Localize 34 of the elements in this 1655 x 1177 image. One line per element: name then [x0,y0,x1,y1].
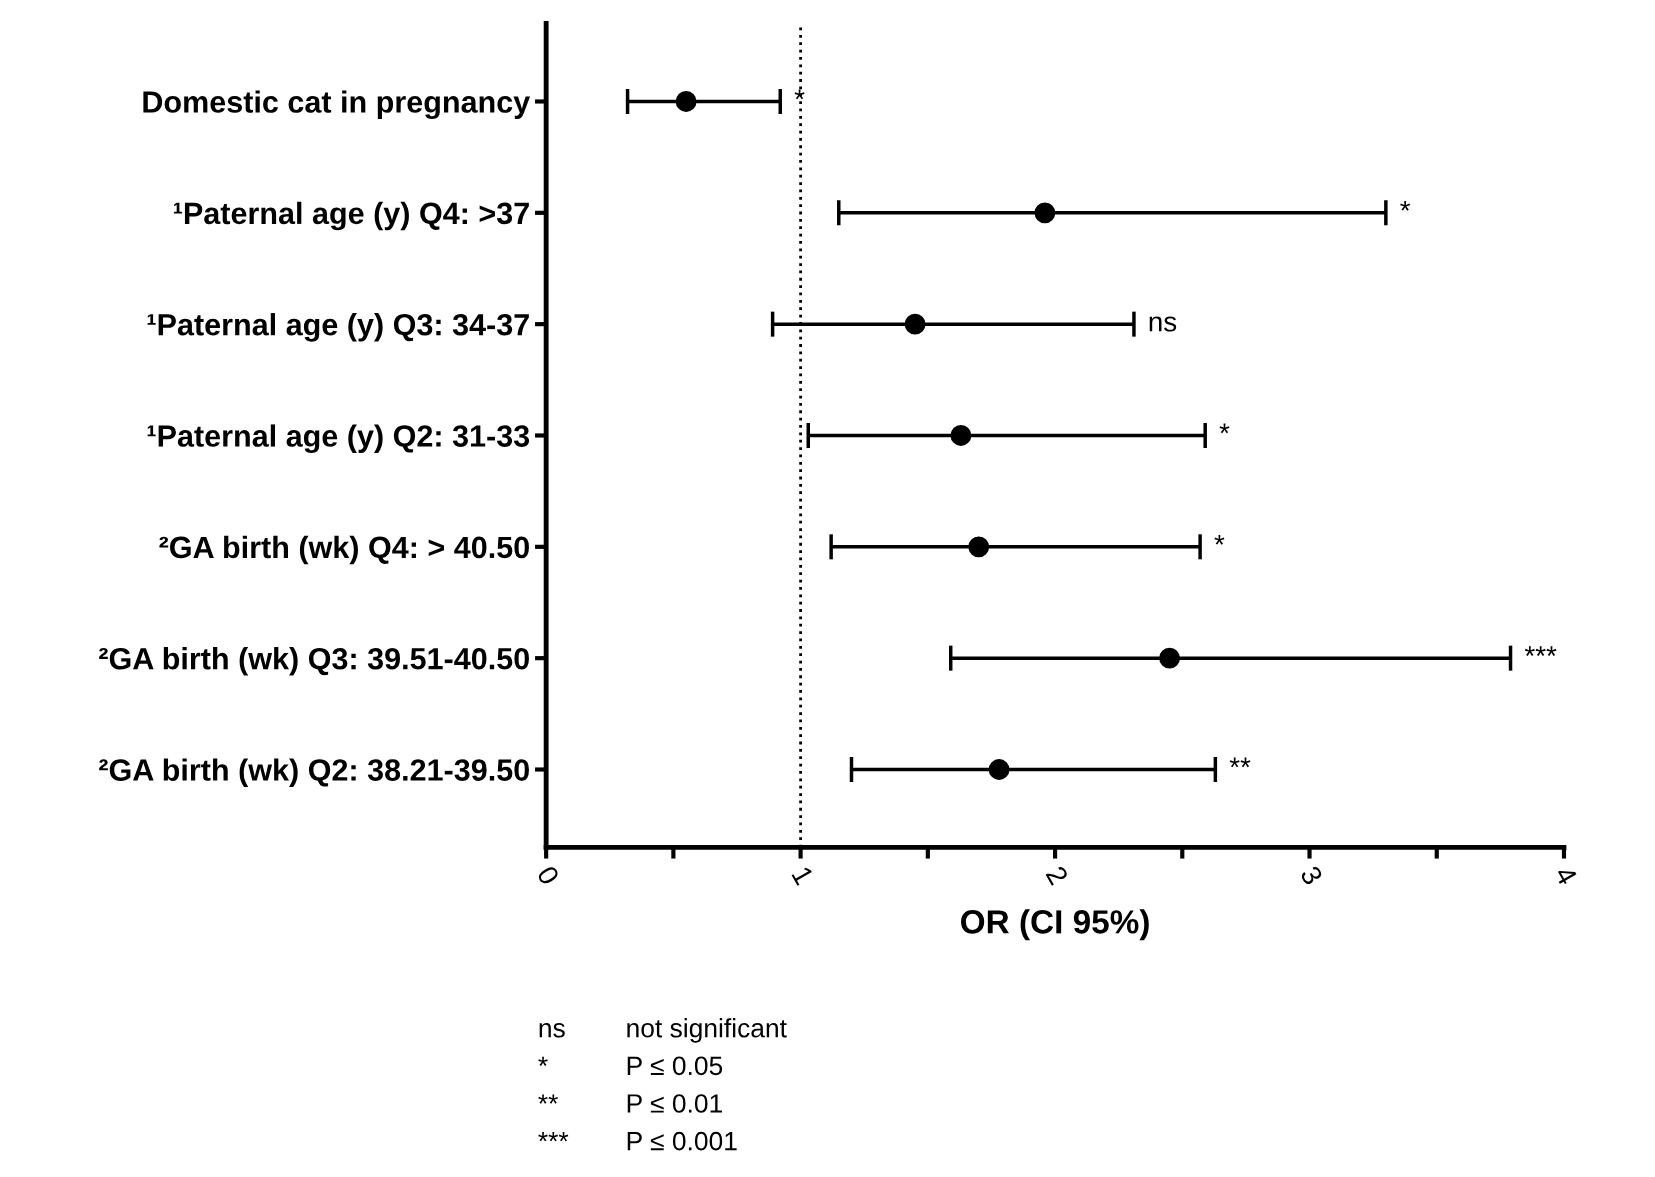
y-tick-label: Domestic cat in pregnancy [143,90,531,120]
annotation: * [1219,423,1230,434]
annotation: ns [1149,316,1177,332]
y-tick-label: ²GA birth (wk) Q2: 38.21-39.50 [99,758,529,787]
x-axis-title: OR (CI 95%) [961,909,1149,941]
y-tick-label: ¹Paternal age (y) Q3: 34-37 [147,313,529,342]
y-tick-label: ²GA birth (wk) Q4: > 40.50 [159,535,529,565]
y-tick-label: ²GA birth (wk) Q3: 39.51-40.50 [99,647,529,676]
x-tick-label: 1 [791,865,815,886]
text: ** [538,1094,558,1104]
text: *** [538,1132,569,1142]
text: P ≤ 0.05 [627,1056,723,1076]
text: P ≤ 0.001 [627,1131,737,1151]
y-tick-label: ¹Paternal age (y) Q2: 31-33 [147,424,530,454]
point [1034,202,1056,224]
y-tick-label: ¹Paternal age (y) Q4: >37 [173,201,529,231]
annotation: * [1400,200,1411,211]
x-tick-label: 3 [1299,864,1324,886]
text: not significant [627,1018,787,1043]
annotation: ** [1229,757,1251,768]
annotation: *** [1524,646,1557,656]
text: * [538,1056,548,1066]
x-tick-label: 4 [1554,864,1578,887]
x-tick-label: 0 [536,864,561,887]
point [968,536,990,558]
point [950,425,972,446]
point [675,91,697,112]
x-tick-label: 2 [1045,864,1069,886]
point [1159,647,1180,669]
point [904,313,926,335]
annotation: * [1214,534,1225,545]
text: ns [539,1023,565,1038]
point [988,759,1010,780]
text: P ≤ 0.01 [627,1094,722,1113]
